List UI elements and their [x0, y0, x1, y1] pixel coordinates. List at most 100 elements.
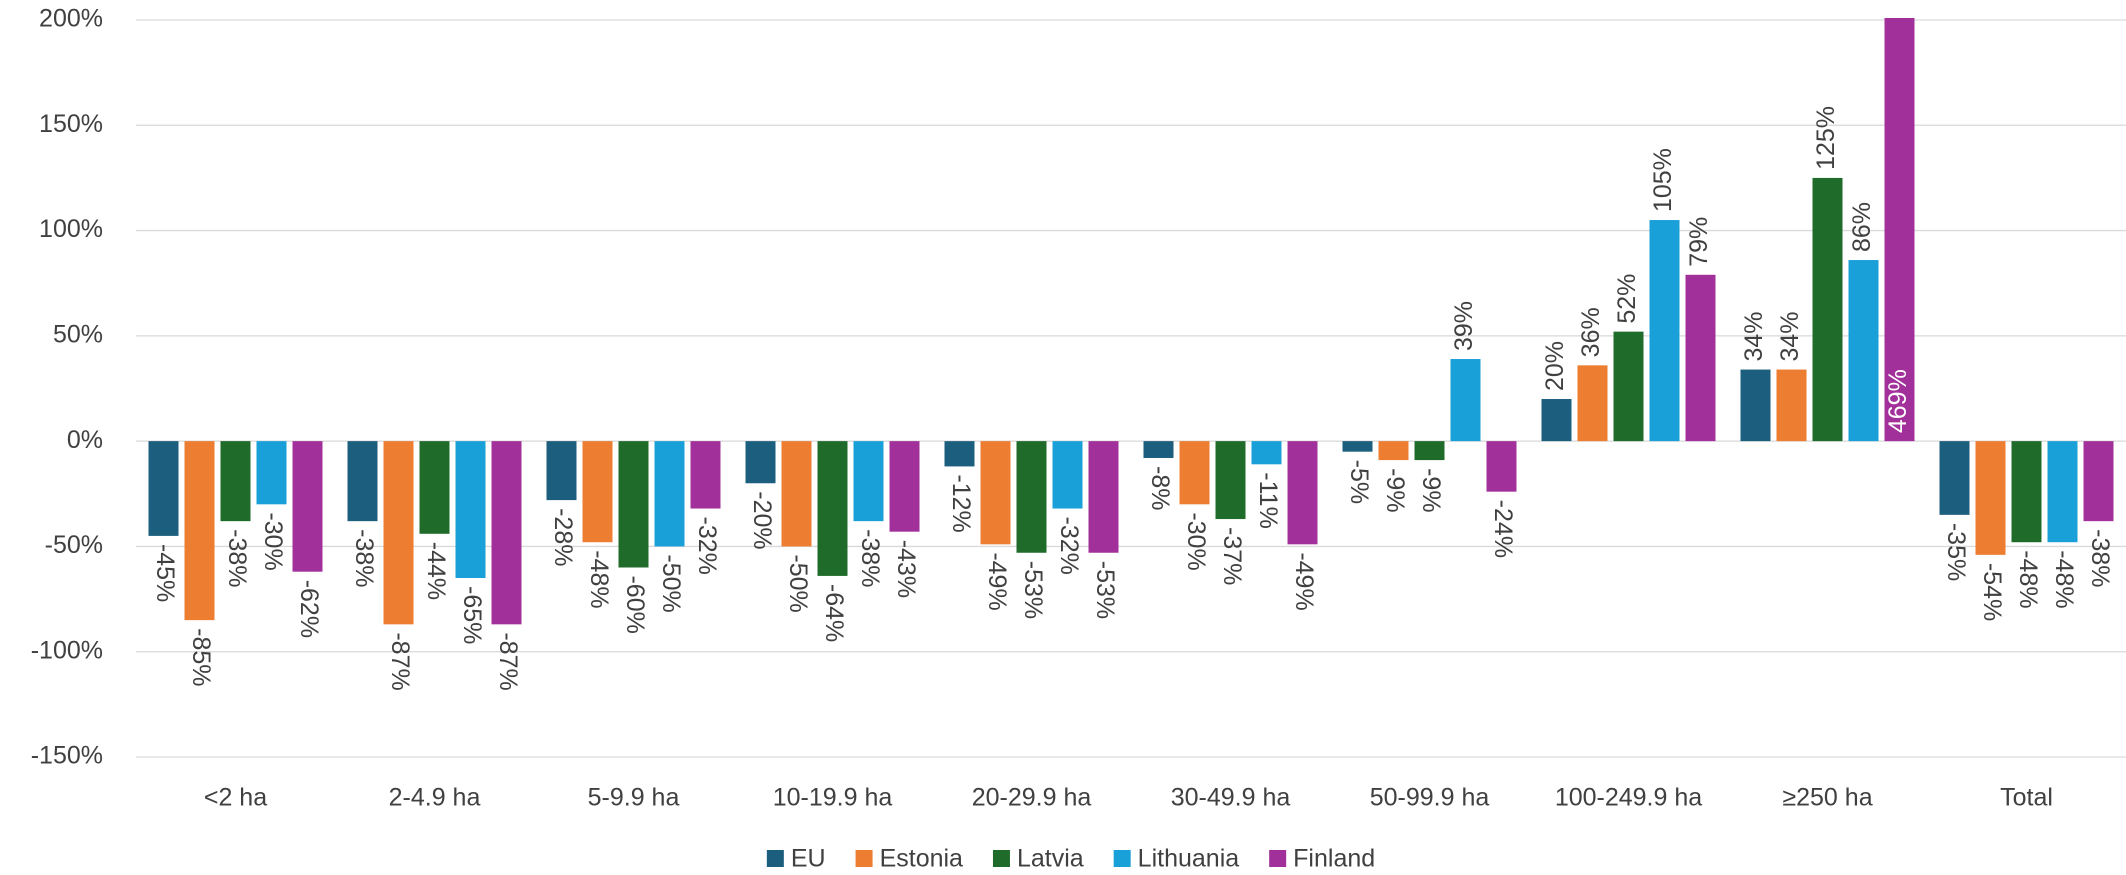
y-tick-label: 150%: [39, 110, 103, 138]
bar: [1287, 441, 1318, 545]
bar: [1179, 441, 1210, 505]
bar: [853, 441, 884, 522]
data-label: -49%: [1290, 552, 1318, 610]
data-label: -32%: [1055, 517, 1083, 575]
bar: [1812, 177, 1843, 442]
data-label: -48%: [2014, 550, 2042, 608]
bar: [1016, 441, 1047, 553]
data-label: -38%: [223, 529, 251, 587]
data-label: 105%: [1649, 148, 1677, 212]
data-label: -64%: [820, 584, 848, 642]
data-label: -45%: [151, 544, 179, 602]
y-tick-label: -150%: [31, 742, 103, 770]
data-label: -65%: [458, 586, 486, 644]
bar: [148, 441, 179, 536]
x-tick-label: 30-49.9 ha: [1171, 784, 1291, 812]
data-label: -43%: [892, 540, 920, 598]
legend-swatch: [766, 850, 784, 867]
x-tick-label: ≥250 ha: [1782, 784, 1872, 812]
data-label: -49%: [983, 552, 1011, 610]
data-label: -30%: [1182, 512, 1210, 570]
bar: [1649, 220, 1680, 442]
legend-swatch: [855, 850, 873, 867]
bar: [980, 441, 1011, 545]
bar: [781, 441, 812, 547]
bar: [2083, 441, 2114, 522]
data-label: -48%: [2050, 550, 2078, 608]
data-label: 34%: [1776, 312, 1804, 362]
data-label: -87%: [494, 632, 522, 690]
data-label: -38%: [350, 529, 378, 587]
bar: [944, 441, 975, 467]
y-tick-label: 200%: [39, 5, 103, 33]
legend-label: Lithuania: [1138, 845, 1240, 873]
bar: [1450, 359, 1481, 442]
data-label: -62%: [295, 580, 323, 638]
bar: [1378, 441, 1409, 461]
data-label: -9%: [1381, 468, 1409, 512]
data-label: 469%: [1884, 369, 1912, 433]
data-label: 39%: [1450, 301, 1478, 351]
bar: [1541, 399, 1572, 442]
legend-swatch: [992, 850, 1010, 867]
legend-swatch: [1113, 850, 1131, 867]
x-tick-label: 5-9.9 ha: [588, 784, 680, 812]
bar: [491, 441, 522, 625]
bar: [1740, 369, 1771, 442]
data-label: -50%: [657, 554, 685, 612]
plot-area: [148, 18, 2114, 625]
data-label: -32%: [693, 517, 721, 575]
data-label: 36%: [1577, 307, 1605, 357]
x-tick-label: 2-4.9 ha: [389, 784, 481, 812]
data-label: -53%: [1019, 561, 1047, 619]
x-tick-label: 10-19.9 ha: [773, 784, 893, 812]
bar: [292, 441, 323, 572]
bar: [1088, 441, 1119, 553]
bar: [690, 441, 721, 509]
bar: [1613, 331, 1644, 442]
bar: [1143, 441, 1174, 458]
data-label: -30%: [259, 512, 287, 570]
data-label: -48%: [585, 550, 613, 608]
data-label: -44%: [422, 542, 450, 600]
bar: [455, 441, 486, 579]
legend-swatch: [1269, 850, 1287, 867]
data-label: -28%: [549, 508, 577, 566]
data-label: 52%: [1613, 274, 1641, 324]
bar: [618, 441, 649, 568]
data-label: -38%: [2086, 529, 2114, 587]
bar: [383, 441, 414, 625]
data-label: -9%: [1417, 468, 1445, 512]
bar: [347, 441, 378, 522]
bar: [256, 441, 287, 505]
y-tick-label: -100%: [31, 636, 103, 664]
bar: [419, 441, 450, 534]
data-label: -53%: [1091, 561, 1119, 619]
bar: [1486, 441, 1517, 492]
bar: [1848, 260, 1879, 442]
y-tick-label: -50%: [45, 531, 103, 559]
data-label: -11%: [1254, 472, 1282, 529]
y-tick-label: 100%: [39, 215, 103, 243]
data-label: -38%: [856, 529, 884, 587]
data-label: 86%: [1848, 202, 1876, 252]
legend-label: Estonia: [880, 845, 963, 873]
data-label: -24%: [1489, 500, 1517, 558]
x-tick-label: 20-29.9 ha: [972, 784, 1092, 812]
bar: [220, 441, 251, 522]
bar: [1052, 441, 1083, 509]
data-label: -8%: [1146, 466, 1174, 510]
bar: [817, 441, 848, 576]
bar: [654, 441, 685, 547]
bar: [1975, 441, 2006, 555]
data-label: -37%: [1218, 527, 1246, 585]
legend-label: Finland: [1293, 845, 1375, 873]
bar: [2047, 441, 2078, 543]
bar: [1884, 18, 1915, 442]
data-label: -35%: [1942, 523, 1970, 581]
legend: EU Estonia Latvia Lithuania Finland: [766, 845, 1375, 873]
y-tick-label: 0%: [67, 426, 103, 454]
data-label: -50%: [784, 554, 812, 612]
bar: [1577, 365, 1608, 442]
